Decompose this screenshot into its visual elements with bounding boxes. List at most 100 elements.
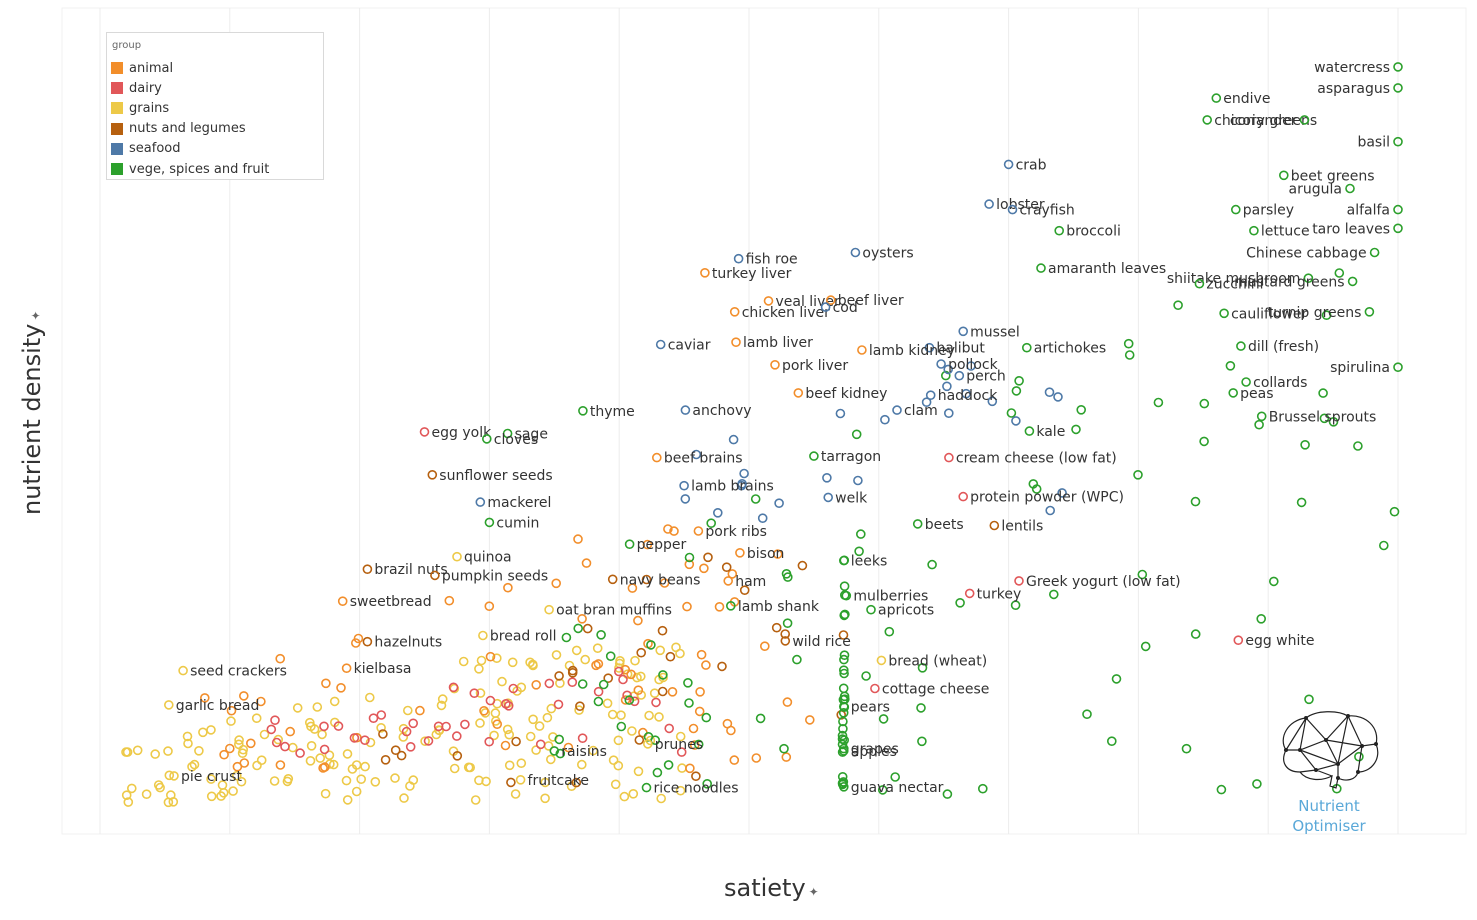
data-point[interactable] [449,763,460,774]
data-point[interactable] [306,721,316,732]
data-point[interactable] [1219,308,1229,319]
data-point[interactable] [680,494,691,504]
data-point[interactable] [489,730,499,741]
data-point[interactable] [150,749,160,759]
data-point[interactable] [721,562,732,573]
data-point[interactable] [682,601,692,612]
data-point[interactable] [320,788,331,799]
data-point[interactable] [689,740,700,750]
data-point[interactable] [924,342,935,353]
data-point[interactable] [329,696,340,707]
data-point[interactable] [490,708,501,718]
data-point[interactable] [880,414,890,425]
data-point[interactable] [525,731,536,742]
data-point[interactable] [603,673,614,684]
data-point[interactable] [694,706,705,717]
data-point[interactable] [984,199,994,209]
data-point[interactable] [1140,641,1151,652]
data-point[interactable] [679,480,689,491]
data-point[interactable] [693,526,704,536]
data-point[interactable] [1031,484,1042,494]
data-point[interactable] [626,669,636,680]
data-point[interactable] [878,714,889,724]
data-point[interactable] [1393,223,1403,234]
data-point[interactable] [770,359,780,370]
data-point[interactable] [239,758,250,768]
data-point[interactable] [771,622,782,633]
data-point[interactable] [671,642,681,653]
data-point[interactable] [555,748,566,759]
data-point[interactable] [1304,694,1314,705]
data-point[interactable] [804,715,815,725]
data-point[interactable] [178,665,188,676]
data-point[interactable] [820,302,831,312]
data-point[interactable] [605,651,616,662]
data-point[interactable] [751,753,762,763]
data-point[interactable] [850,247,861,258]
data-point[interactable] [251,713,262,724]
data-point[interactable] [1190,629,1201,639]
data-point[interactable] [342,795,353,805]
data-point[interactable] [510,789,521,799]
data-point[interactable] [1228,388,1238,398]
data-point[interactable] [163,746,173,756]
data-point[interactable] [430,570,440,581]
data-point[interactable] [567,667,578,678]
data-point[interactable] [405,781,415,791]
data-point[interactable] [1296,497,1307,508]
data-point[interactable] [841,590,852,601]
data-point[interactable] [226,716,236,726]
data-point[interactable] [1036,263,1046,273]
data-point[interactable] [676,747,687,757]
data-point[interactable] [577,733,588,744]
data-point[interactable] [1181,743,1192,754]
data-point[interactable] [987,396,998,407]
data-point[interactable] [337,596,348,607]
data-point[interactable] [362,636,373,647]
data-point[interactable] [515,774,526,785]
data-point[interactable] [797,560,808,571]
data-point[interactable] [1300,439,1310,450]
data-point[interactable] [633,615,643,626]
data-point[interactable] [164,770,175,781]
data-point[interactable] [571,777,582,788]
data-point[interactable] [256,755,267,766]
data-point[interactable] [890,772,901,782]
data-point[interactable] [610,779,621,790]
data-point[interactable] [351,760,362,770]
data-point[interactable] [624,539,635,550]
data-point[interactable] [733,253,744,264]
data-point[interactable] [1249,225,1259,236]
data-point[interactable] [469,688,480,699]
data-point[interactable] [619,791,630,802]
data-point[interactable] [763,296,774,306]
data-point[interactable] [491,653,502,664]
legend-item[interactable]: dairy [107,78,323,98]
data-point[interactable] [441,721,451,732]
data-point[interactable] [535,739,546,750]
data-point[interactable] [613,735,624,746]
data-point[interactable] [542,712,553,723]
data-point[interactable] [636,647,647,658]
data-point[interactable] [1199,398,1210,409]
data-point[interactable] [1393,62,1403,72]
data-point[interactable] [503,582,513,593]
data-point[interactable] [977,783,988,794]
data-point[interactable] [571,645,582,656]
data-point[interactable] [283,773,294,784]
data-point[interactable] [616,721,627,732]
data-point[interactable] [892,405,902,415]
pin-icon[interactable]: ✦ [808,885,819,899]
data-point[interactable] [823,492,834,503]
data-point[interactable] [256,696,266,707]
data-point[interactable] [376,710,387,720]
data-point[interactable] [169,771,179,781]
data-point[interactable] [225,743,235,754]
data-point[interactable] [341,775,352,786]
data-point[interactable] [655,645,666,656]
data-point[interactable] [838,746,849,756]
data-point[interactable] [921,397,932,408]
data-point[interactable] [782,697,793,707]
data-point[interactable] [943,364,954,375]
legend-item[interactable]: grains [107,98,323,118]
